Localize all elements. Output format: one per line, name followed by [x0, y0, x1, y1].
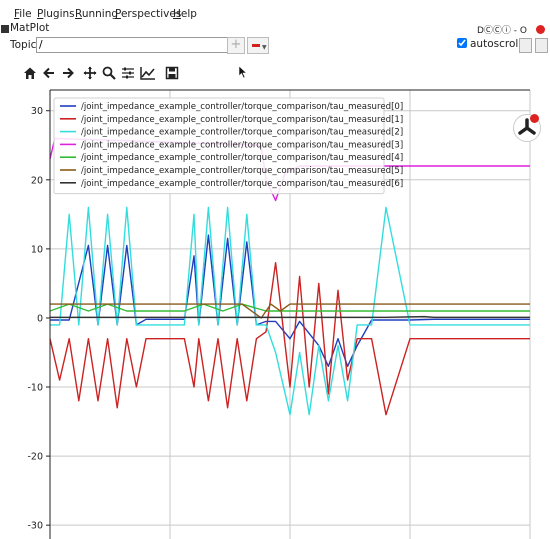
- close-plugin-icon[interactable]: [536, 25, 545, 34]
- plot-axes: 30 20 10 0 -10 -20 -30: [27, 89, 530, 539]
- pause-button[interactable]: [519, 38, 532, 53]
- configure-subplots-icon[interactable]: [120, 66, 136, 82]
- y-tick-label: -20: [27, 452, 43, 463]
- series-line-0: [50, 234, 530, 367]
- menu-file[interactable]: File: [14, 8, 32, 20]
- save-icon[interactable]: [164, 66, 180, 82]
- dropdown-arrow-icon: ▼: [262, 44, 267, 51]
- mouse-cursor-icon: [238, 65, 248, 79]
- menu-running[interactable]: Running: [75, 8, 119, 20]
- menu-bar: File Plugins Running Perspectives Help: [0, 8, 550, 22]
- legend-label-3: /joint_impedance_example_controller/torq…: [81, 140, 403, 150]
- clear-button[interactable]: [535, 38, 548, 53]
- topic-label: Topic: [10, 39, 37, 51]
- menu-plugins[interactable]: Plugins: [37, 8, 75, 20]
- y-tick-label: 30: [31, 106, 43, 117]
- series-line-2: [50, 206, 530, 416]
- topic-input[interactable]: [36, 37, 228, 53]
- plugin-titlebar: MatPlot DⒸⒸⓘ - O: [0, 22, 550, 37]
- autoscroll-check[interactable]: [457, 38, 467, 48]
- back-arrow-icon[interactable]: [41, 66, 57, 82]
- series-line-4: [49, 303, 530, 312]
- edit-axis-icon[interactable]: [140, 66, 156, 82]
- remove-topic-button[interactable]: ▼: [247, 37, 269, 54]
- legend-box: [53, 97, 385, 195]
- series-line-5: [50, 303, 530, 319]
- y-tick-label: 10: [31, 244, 43, 255]
- menu-perspectives[interactable]: Perspectives: [115, 8, 182, 20]
- y-tick-label: 0: [37, 313, 43, 324]
- autoscroll-checkbox[interactable]: autoscroll: [457, 38, 521, 50]
- zoom-icon[interactable]: [101, 66, 117, 82]
- series-line-6: [50, 315, 530, 319]
- add-topic-button[interactable]: +: [227, 37, 245, 54]
- y-tick-label: 20: [31, 175, 43, 186]
- plugin-title: MatPlot: [10, 22, 50, 34]
- topic-row: Topic + ▼ autoscroll: [0, 37, 550, 55]
- plot-legend: /joint_impedance_example_controller/torq…: [53, 97, 403, 195]
- legend-label-5: /joint_impedance_example_controller/torq…: [81, 166, 403, 176]
- notification-badge: [530, 114, 539, 123]
- minus-icon: [252, 44, 260, 47]
- forward-arrow-icon[interactable]: [60, 66, 76, 82]
- legend-label-2: /joint_impedance_example_controller/torq…: [81, 128, 403, 138]
- legend-label-4: /joint_impedance_example_controller/torq…: [81, 153, 403, 163]
- window-controls[interactable]: DⒸⒸⓘ - O: [477, 26, 527, 36]
- plot-canvas[interactable]: 30 20 10 0 -10 -20 -30 /joint_impedance_exampl…: [0, 86, 550, 539]
- y-tick-label: -30: [27, 521, 43, 532]
- series-line-1: [49, 261, 530, 416]
- autoscroll-label: autoscroll: [470, 38, 522, 50]
- legend-label-0: /joint_impedance_example_controller/torq…: [81, 102, 403, 112]
- home-icon[interactable]: [22, 66, 38, 82]
- pan-icon[interactable]: [82, 66, 98, 82]
- menu-help[interactable]: Help: [173, 8, 197, 20]
- plugin-icon: [1, 25, 9, 33]
- legend-label-6: /joint_impedance_example_controller/torq…: [81, 179, 403, 189]
- legend-label-1: /joint_impedance_example_controller/torq…: [81, 115, 403, 125]
- y-tick-label: -10: [27, 383, 43, 394]
